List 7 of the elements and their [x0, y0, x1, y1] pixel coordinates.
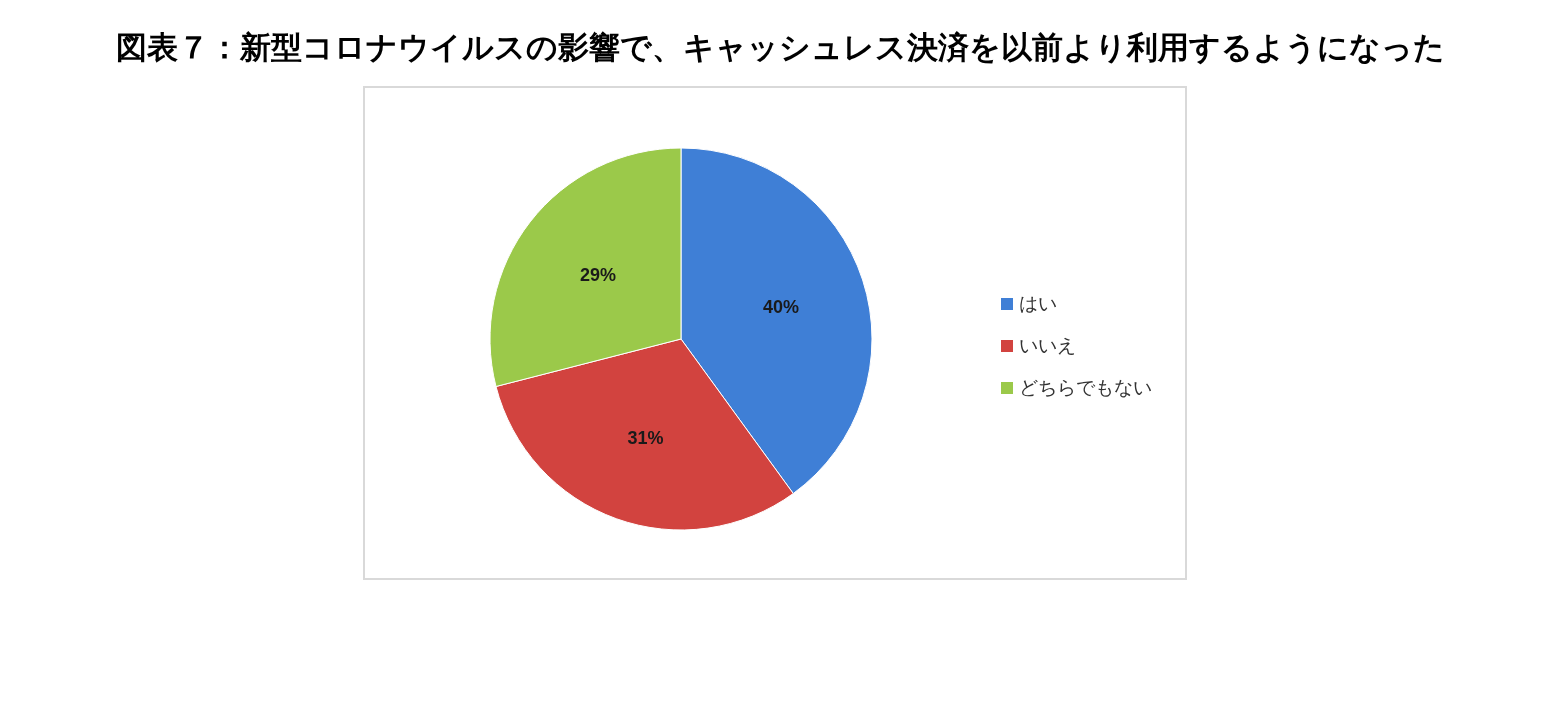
- data-label: 40%: [762, 296, 799, 317]
- chart-title: 図表７：新型コロナウイルスの影響で、キャッシュレス決済を以前より利用するようになった: [115, 30, 1446, 67]
- legend-label: どちらでもない: [1019, 376, 1152, 400]
- data-label: 29%: [579, 264, 617, 285]
- legend-label: はい: [1019, 292, 1057, 316]
- legend-label: いいえ: [1019, 334, 1076, 358]
- data-label: 31%: [627, 427, 664, 448]
